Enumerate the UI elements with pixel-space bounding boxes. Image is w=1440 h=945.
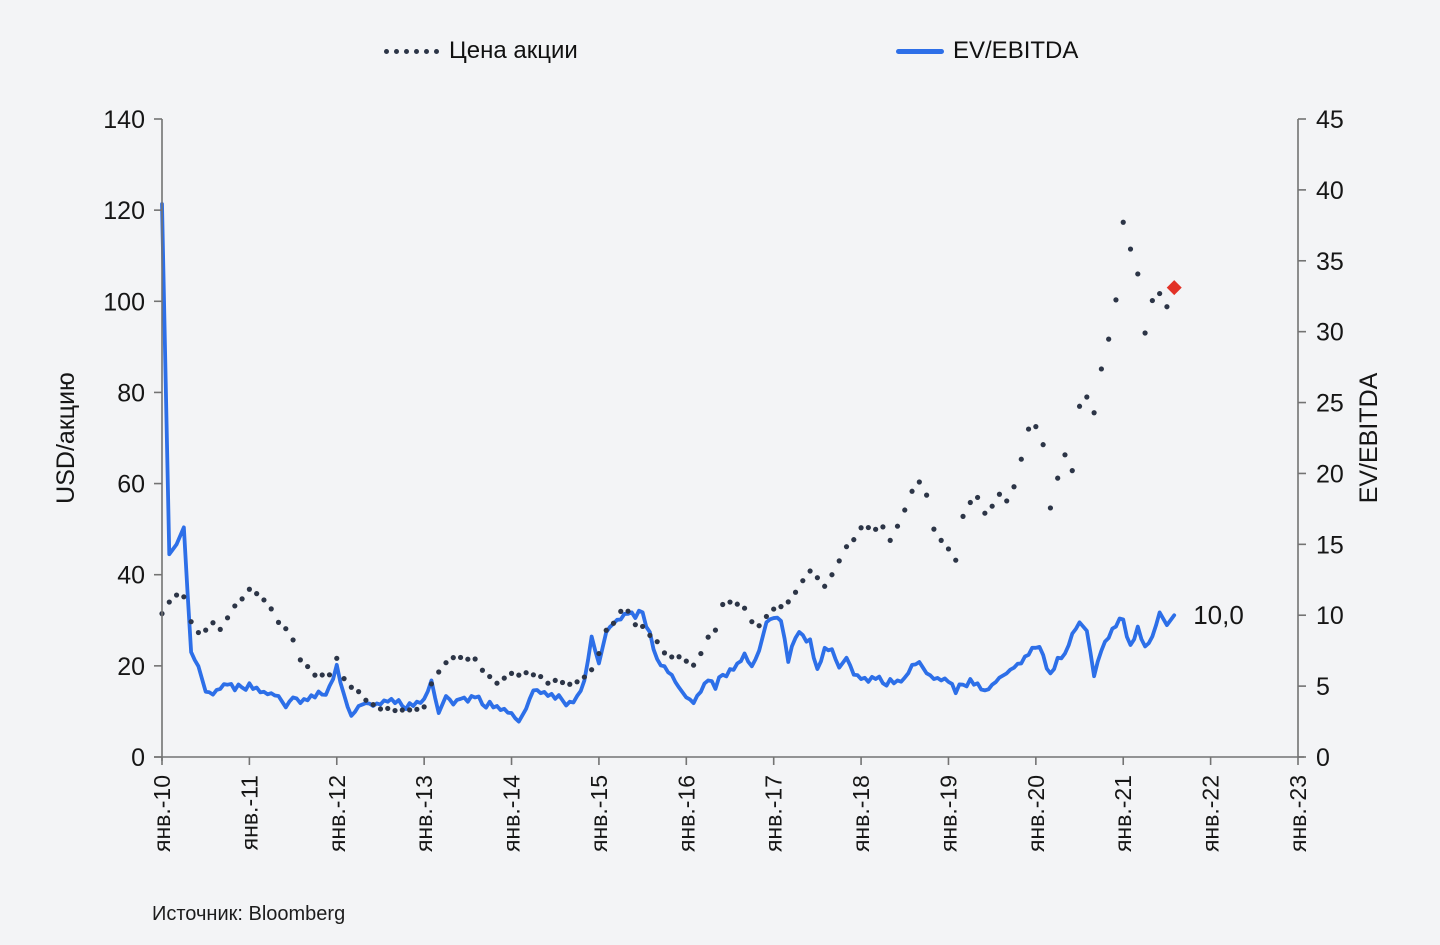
svg-text:15: 15 (1316, 531, 1344, 559)
source-caption: Источник: Bloomberg (152, 903, 346, 925)
svg-text:янв.-11: янв.-11 (236, 775, 262, 850)
svg-text:5: 5 (1316, 673, 1330, 701)
svg-text:янв.-19: янв.-19 (935, 775, 961, 852)
svg-text:30: 30 (1316, 319, 1344, 347)
svg-text:янв.-20: янв.-20 (1023, 775, 1049, 852)
ev-ebitda-series (160, 202, 1177, 724)
axes (154, 119, 1304, 761)
svg-text:янв.-10: янв.-10 (149, 775, 175, 852)
svg-text:янв.-22: янв.-22 (1198, 775, 1224, 852)
svg-text:20: 20 (117, 653, 145, 681)
svg-text:40: 40 (117, 562, 145, 590)
dotted-series-swatch-icon (384, 48, 439, 54)
svg-text:20: 20 (1316, 460, 1344, 488)
svg-text:45: 45 (1316, 106, 1344, 134)
legend-label-price: Цена акции (449, 37, 578, 64)
svg-text:янв.-15: янв.-15 (586, 775, 612, 852)
svg-text:25: 25 (1316, 390, 1344, 418)
price-series (159, 219, 1177, 714)
right-axis-title: EV/EBITDA (1355, 372, 1383, 503)
svg-text:янв.-23: янв.-23 (1285, 775, 1311, 852)
svg-text:80: 80 (117, 379, 145, 407)
svg-text:35: 35 (1316, 248, 1344, 276)
svg-text:0: 0 (131, 744, 145, 772)
svg-text:10: 10 (1316, 602, 1344, 630)
legend-item-ev-ebitda: EV/EBITDA (896, 34, 1078, 68)
svg-text:янв.-14: янв.-14 (499, 775, 525, 852)
tick-marks (154, 118, 1306, 765)
left-axis-title: USD/акцию (52, 372, 80, 504)
svg-text:100: 100 (103, 288, 145, 316)
end-marker-icon (1166, 280, 1182, 296)
tick-labels: 0 20 40 60 80 100 120 140 0 5 10 15 20 25 30 35 40 45 янв.… (103, 106, 1344, 852)
svg-text:0: 0 (1316, 744, 1330, 772)
svg-text:янв.-13: янв.-13 (411, 775, 437, 852)
svg-text:40: 40 (1316, 177, 1344, 205)
svg-text:янв.-18: янв.-18 (848, 775, 874, 852)
svg-text:120: 120 (103, 197, 145, 225)
svg-text:140: 140 (103, 106, 145, 134)
svg-text:янв.-16: янв.-16 (673, 775, 699, 852)
svg-text:янв.-17: янв.-17 (761, 775, 787, 852)
legend: Цена акции EV/EBITDA (0, 34, 1440, 68)
svg-text:янв.-12: янв.-12 (324, 775, 350, 852)
legend-item-price: Цена акции (384, 34, 578, 68)
svg-text:60: 60 (117, 471, 145, 499)
last-value-label: 10,0 (1193, 600, 1244, 630)
solid-line-swatch-icon (896, 48, 944, 54)
legend-label-ev-ebitda: EV/EBITDA (953, 37, 1079, 64)
svg-text:янв.-21: янв.-21 (1110, 775, 1136, 852)
